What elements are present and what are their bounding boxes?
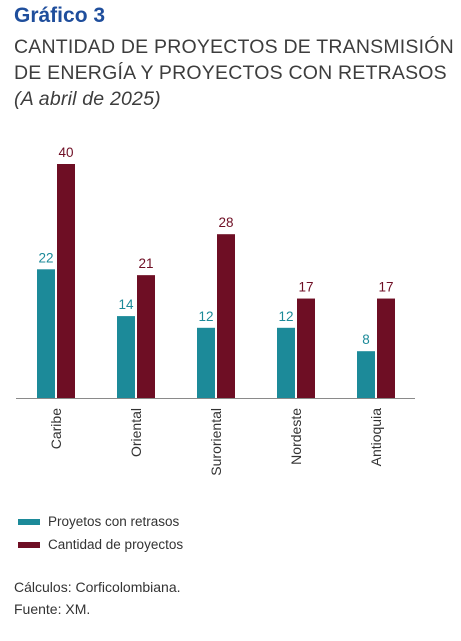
data-label-retrasos-oriental: 14 <box>118 297 134 312</box>
bar-cantidad-suroriental <box>217 234 235 398</box>
legend-swatch-cantidad <box>18 541 40 548</box>
bar-cantidad-antioquia <box>377 298 395 398</box>
bar-cantidad-oriental <box>137 275 155 398</box>
data-label-cantidad-oriental: 21 <box>138 256 153 271</box>
legend: Proyetos con retrasos Cantidad de proyec… <box>18 510 183 556</box>
legend-swatch-retrasos <box>18 518 40 525</box>
data-label-retrasos-suroriental: 12 <box>198 309 213 324</box>
bar-retrasos-oriental <box>117 316 135 398</box>
bar-retrasos-suroriental <box>197 327 215 398</box>
bar-retrasos-caribe <box>37 269 55 398</box>
tick-label-suroriental: Suroriental <box>208 408 224 476</box>
data-label-cantidad-antioquia: 17 <box>378 280 393 295</box>
tick-label-antioquia: Antioquia <box>368 408 384 467</box>
data-label-retrasos-antioquia: 8 <box>362 332 370 347</box>
legend-item-retrasos: Proyetos con retrasos <box>18 510 183 533</box>
chart-title-text: CANTIDAD DE PROYECTOS DE TRANSMISIÓN DE … <box>14 36 454 84</box>
data-label-cantidad-caribe: 40 <box>58 145 73 160</box>
tick-label-oriental: Oriental <box>128 408 144 457</box>
data-label-cantidad-nordeste: 17 <box>298 280 313 295</box>
chart-footer: Cálculos: Corficolombiana. Fuente: XM. <box>14 576 181 620</box>
calc-note: Cálculos: Corficolombiana. <box>14 579 181 595</box>
tick-label-nordeste: Nordeste <box>288 408 304 465</box>
source-note: Fuente: XM. <box>14 601 91 617</box>
chart-subtitle: (A abril de 2025) <box>14 88 161 110</box>
data-label-retrasos-caribe: 22 <box>38 250 53 265</box>
legend-label-cantidad: Cantidad de proyectos <box>48 537 184 552</box>
bar-retrasos-nordeste <box>277 327 295 398</box>
bar-retrasos-antioquia <box>357 351 375 398</box>
bar-cantidad-caribe <box>57 164 75 398</box>
tick-label-caribe: Caribe <box>48 408 64 449</box>
legend-item-cantidad: Cantidad de proyectos <box>18 533 183 556</box>
chart-title: CANTIDAD DE PROYECTOS DE TRANSMISIÓN DE … <box>14 34 454 112</box>
bar-chart: 22 40 Caribe 14 21 Oriental 12 28 Suroriental 12 1… <box>16 145 415 476</box>
legend-label-retrasos: Proyetos con retrasos <box>48 514 180 529</box>
data-label-retrasos-nordeste: 12 <box>278 309 293 324</box>
bar-cantidad-nordeste <box>297 298 315 398</box>
figure-label: Gráfico 3 <box>14 4 106 27</box>
data-label-cantidad-suroriental: 28 <box>218 215 233 230</box>
